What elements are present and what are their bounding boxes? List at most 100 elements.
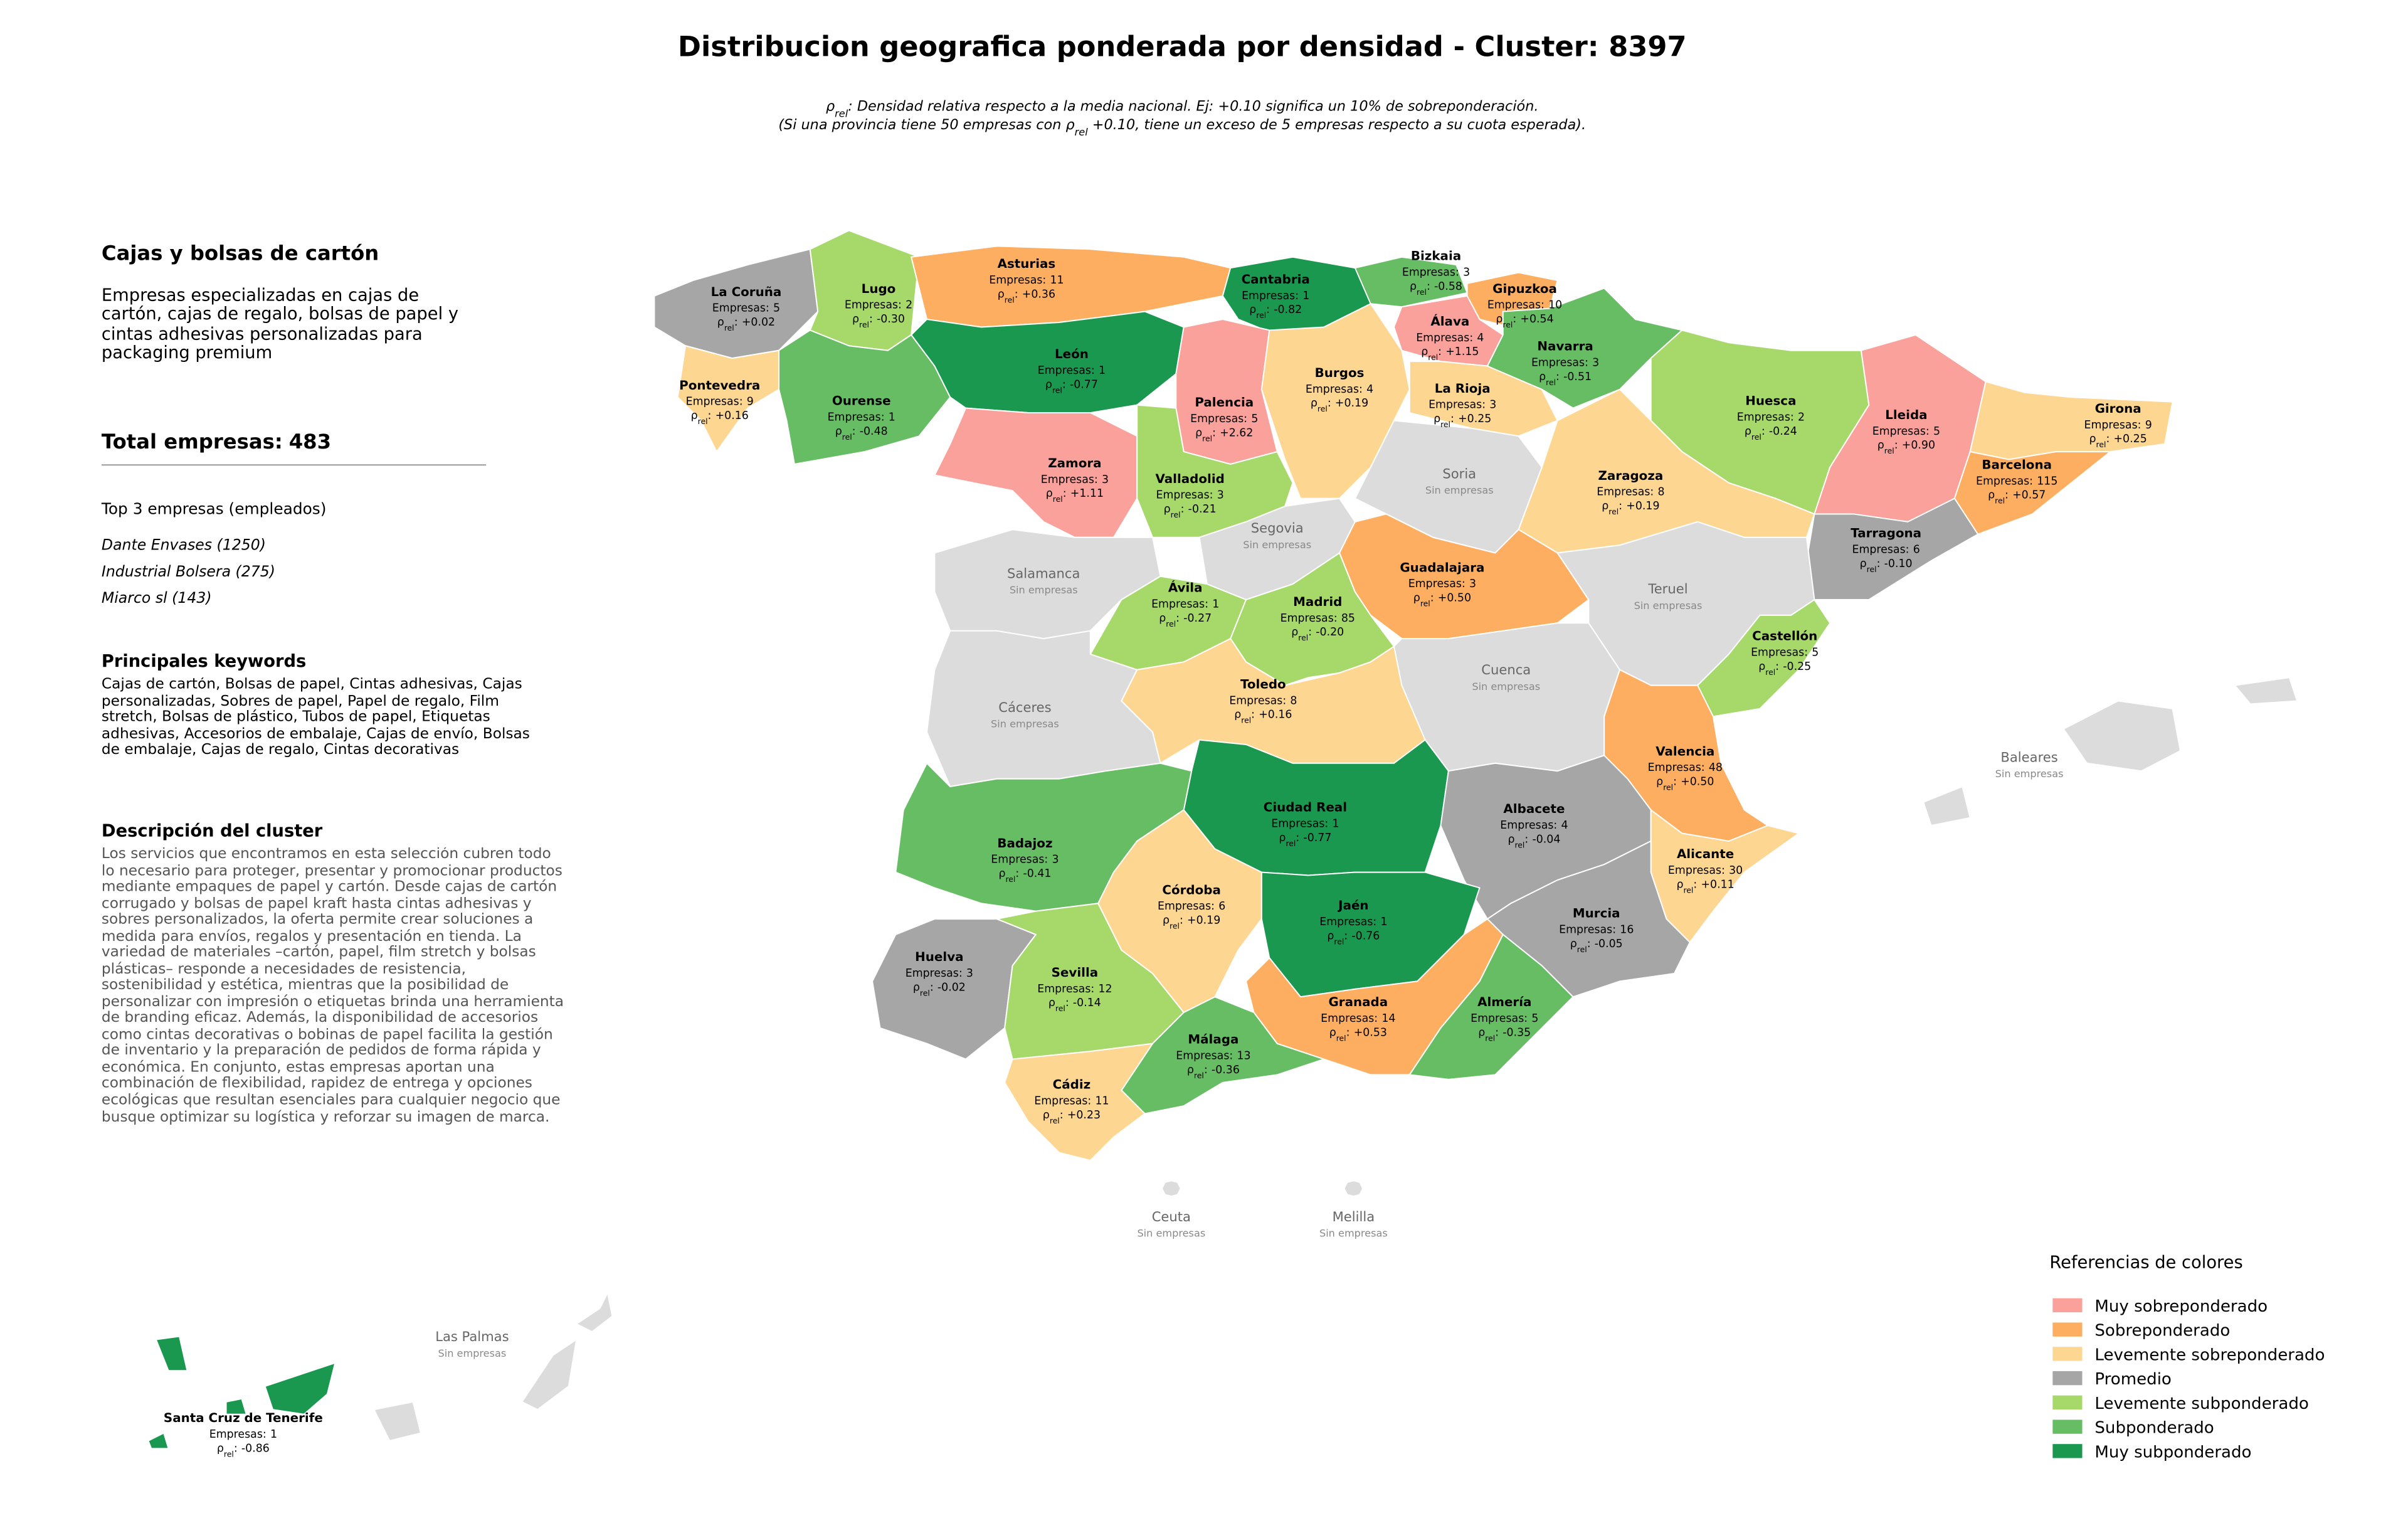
total-value: 483	[289, 430, 331, 454]
count-label: Empresas:	[1751, 646, 1808, 659]
rho-colon: :	[1181, 503, 1185, 516]
province-count: Empresas: 4	[1306, 383, 1373, 396]
province	[1922, 677, 2298, 827]
legend-swatch	[2052, 1298, 2083, 1313]
province-name: Cuenca	[1481, 662, 1531, 677]
count-label: Empresas:	[1176, 1050, 1233, 1063]
provinces	[147, 230, 2298, 1450]
rho-symbol: ρ	[1602, 500, 1608, 512]
province-count: Empresas: 10	[1487, 299, 1562, 312]
rho-value: -0.20	[1316, 626, 1344, 639]
province-rho: ρrel: +0.11	[1676, 878, 1734, 894]
rho-sub: rel	[1546, 377, 1556, 386]
province-none: Sin empresas	[1243, 539, 1311, 551]
province-shape	[575, 1291, 613, 1333]
rho-colon: :	[1438, 346, 1442, 358]
province-name: Guadalajara	[1400, 560, 1484, 575]
province-name: Granada	[1329, 995, 1388, 1009]
province-name: Gipuzkoa	[1492, 282, 1557, 296]
province-name: Navarra	[1537, 339, 1593, 354]
province-none: Sin empresas	[1472, 681, 1540, 692]
keywords-heading: Principales keywords	[102, 652, 306, 671]
rho-symbol: ρ	[691, 410, 698, 422]
count-label: Empresas:	[1428, 399, 1486, 411]
rho-colon: :	[1176, 612, 1180, 625]
rho-colon: :	[1180, 915, 1183, 927]
rho-symbol: ρ	[1745, 425, 1751, 438]
province-rho: ρrel: +0.19	[1602, 500, 1659, 516]
count-value: 10	[1548, 299, 1562, 312]
province-shape	[2233, 677, 2298, 705]
count-label: Empresas:	[1852, 544, 1909, 556]
province-count: Empresas: 14	[1321, 1012, 1395, 1025]
rho-colon: :	[1060, 1109, 1064, 1122]
province-shape	[264, 1362, 336, 1415]
province-name: Zaragoza	[1598, 469, 1663, 483]
province-name: Cáceres	[998, 699, 1051, 715]
rho-value: -0.02	[937, 981, 966, 994]
province-rho: ρrel: +0.19	[1311, 397, 1368, 413]
rho-symbol: ρ	[1045, 378, 1052, 391]
province-none: Sin empresas	[1319, 1228, 1388, 1239]
count-label: Empresas:	[1559, 923, 1616, 936]
count-label: Empresas:	[1190, 413, 1247, 425]
rho-value: -0.14	[1073, 997, 1101, 1009]
province-count: Empresas: 30	[1668, 864, 1743, 877]
rho-colon: :	[708, 410, 712, 422]
province-name: Madrid	[1293, 595, 1342, 609]
count-value: 1	[1302, 290, 1309, 302]
top-item: Dante Envases (1250)	[102, 536, 266, 554]
rho-sub: rel	[1318, 404, 1328, 413]
province-shape	[520, 1338, 578, 1411]
province-count: Empresas: 8	[1229, 694, 1297, 707]
rho-colon: :	[1251, 709, 1255, 721]
legend-swatch	[2052, 1347, 2083, 1361]
rho-colon: :	[1775, 661, 1779, 673]
province-none: Sin empresas	[438, 1347, 506, 1359]
province-name: Zamora	[1048, 456, 1101, 470]
count-value: 2	[1798, 411, 1805, 423]
province-name: Segovia	[1251, 520, 1304, 536]
legend-label: Subponderado	[2094, 1419, 2214, 1438]
province-count: Empresas: 5	[1751, 646, 1819, 659]
province-shape	[1922, 785, 1971, 827]
rho-sub: rel	[1440, 419, 1450, 428]
province-name: Lugo	[862, 282, 896, 296]
count-label: Empresas:	[1872, 425, 1930, 438]
rho-value: +0.11	[1701, 878, 1734, 891]
subtitle-line: ρrel: Densidad relativa respecto a la me…	[826, 98, 1538, 119]
rho-colon: :	[1015, 288, 1018, 300]
count-label: Empresas:	[1648, 761, 1705, 774]
subtitle-text: +0.10, tiene un exceso de 5 empresas res…	[1088, 117, 1586, 133]
rho-colon: :	[1430, 592, 1434, 605]
subtitle: ρrel: Densidad relativa respecto a la me…	[778, 98, 1586, 137]
province-count: Empresas: 3	[906, 967, 973, 980]
province-name: Tarragona	[1851, 526, 1921, 541]
province-shape	[147, 1432, 170, 1450]
rho-sub: rel	[1005, 874, 1015, 884]
rho-symbol: ρ	[1163, 915, 1170, 927]
rho-sub: rel	[724, 322, 734, 332]
rho-value: +0.02	[742, 316, 775, 329]
province-name: Santa Cruz de Tenerife	[164, 1411, 323, 1425]
province-shape	[155, 1335, 188, 1372]
rho-sub: rel	[1194, 1070, 1204, 1080]
province-name: Ceuta	[1152, 1209, 1191, 1224]
count-value: 5	[1531, 1012, 1538, 1025]
province-name: Huesca	[1745, 394, 1796, 408]
province-count: Empresas: 5	[1872, 425, 1940, 438]
count-label: Empresas:	[1271, 818, 1328, 830]
legend-swatch	[2052, 1419, 2083, 1434]
rho-symbol: ρ	[1249, 304, 1256, 316]
count-label: Empresas:	[845, 299, 902, 312]
province-none: Sin empresas	[1995, 768, 2064, 780]
rho-sub: rel	[1514, 840, 1524, 849]
rho-symbol: ρ	[1434, 413, 1440, 425]
rho-sub: rel	[1170, 921, 1180, 930]
rho-symbol: ρ	[998, 867, 1005, 880]
rho-colon: :	[1308, 626, 1312, 639]
rho-sub: rel	[1336, 1033, 1346, 1043]
province-name: Valladolid	[1155, 472, 1224, 486]
subtitle-line: (Si una provincia tiene 50 empresas con …	[778, 117, 1586, 137]
rho-colon: :	[1328, 397, 1331, 410]
